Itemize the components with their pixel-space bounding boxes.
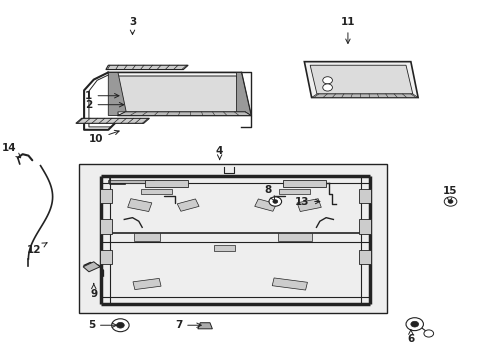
Polygon shape bbox=[116, 76, 245, 112]
Bar bbox=[79, 164, 386, 313]
Bar bbox=[177, 199, 199, 211]
Text: 6: 6 bbox=[407, 330, 414, 343]
Text: 13: 13 bbox=[294, 197, 319, 207]
Text: 12: 12 bbox=[27, 243, 47, 255]
Bar bbox=[272, 278, 307, 290]
Circle shape bbox=[423, 330, 433, 337]
Circle shape bbox=[322, 77, 332, 84]
Circle shape bbox=[272, 200, 277, 203]
Polygon shape bbox=[83, 262, 100, 272]
Bar bbox=[100, 220, 112, 234]
Text: 14: 14 bbox=[2, 143, 20, 158]
Bar bbox=[358, 250, 370, 264]
Text: 3: 3 bbox=[129, 17, 136, 35]
Polygon shape bbox=[108, 72, 251, 116]
Polygon shape bbox=[76, 118, 149, 123]
Polygon shape bbox=[118, 112, 251, 116]
Circle shape bbox=[443, 197, 456, 206]
Circle shape bbox=[111, 319, 129, 332]
Polygon shape bbox=[309, 65, 412, 94]
Polygon shape bbox=[108, 180, 154, 183]
Polygon shape bbox=[236, 72, 251, 116]
Text: 4: 4 bbox=[216, 146, 223, 159]
Circle shape bbox=[405, 318, 423, 330]
Text: 9: 9 bbox=[90, 283, 97, 299]
Bar bbox=[358, 189, 370, 203]
Circle shape bbox=[322, 84, 332, 91]
Bar bbox=[282, 180, 325, 187]
Bar bbox=[144, 180, 188, 187]
Bar bbox=[100, 189, 112, 203]
Text: 5: 5 bbox=[87, 320, 116, 330]
Text: 8: 8 bbox=[264, 185, 274, 201]
Circle shape bbox=[447, 200, 452, 203]
Polygon shape bbox=[106, 65, 188, 69]
Polygon shape bbox=[304, 62, 417, 98]
Bar bbox=[297, 199, 321, 212]
Polygon shape bbox=[198, 323, 212, 329]
Circle shape bbox=[116, 322, 124, 328]
Bar bbox=[127, 199, 152, 212]
Text: 1: 1 bbox=[85, 91, 119, 101]
Text: 11: 11 bbox=[340, 17, 354, 44]
Polygon shape bbox=[108, 72, 126, 116]
Bar bbox=[254, 199, 276, 211]
Bar bbox=[133, 278, 161, 289]
Bar bbox=[213, 245, 235, 251]
Bar bbox=[133, 233, 160, 241]
Text: 2: 2 bbox=[85, 100, 123, 110]
Bar bbox=[358, 220, 370, 234]
Polygon shape bbox=[311, 94, 417, 98]
Bar bbox=[278, 189, 310, 194]
Text: 7: 7 bbox=[174, 320, 201, 330]
Bar bbox=[277, 233, 311, 241]
Circle shape bbox=[410, 321, 418, 327]
Bar bbox=[141, 189, 172, 194]
Text: 15: 15 bbox=[442, 186, 456, 202]
Circle shape bbox=[268, 197, 281, 206]
Text: 10: 10 bbox=[89, 130, 119, 144]
Bar bbox=[100, 250, 112, 264]
